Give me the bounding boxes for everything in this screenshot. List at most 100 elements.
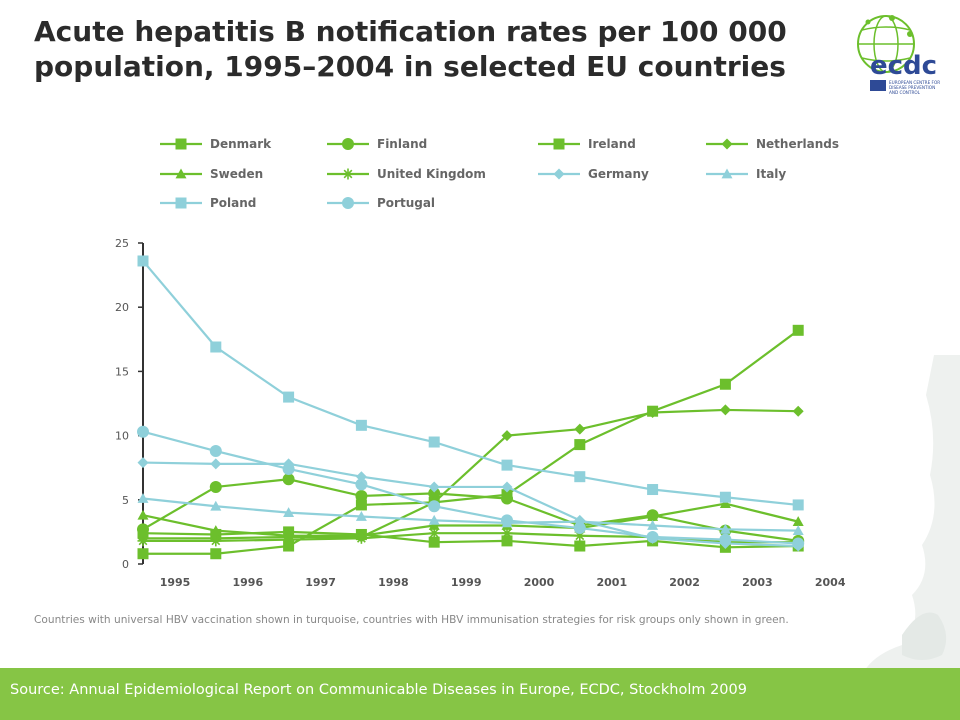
- data-point-poland: [647, 484, 659, 496]
- logo-subtext-3: AND CONTROL: [889, 90, 921, 95]
- footer-bar: Source: Annual Epidemiological Report on…: [0, 668, 960, 720]
- data-point-sweden: [647, 510, 659, 521]
- series-line-finland: [142, 478, 799, 542]
- data-point-ireland: [137, 548, 149, 560]
- legend-item-netherlands: Netherlands: [706, 137, 839, 151]
- x-tick-label: 1997: [305, 576, 336, 589]
- data-point-finland: [209, 480, 222, 493]
- logo-subtext-1: EUROPEAN CENTRE FOR: [889, 80, 940, 85]
- legend-item-denmark: Denmark: [160, 137, 272, 151]
- map-decoration: [862, 355, 960, 675]
- x-tick-label: 2003: [742, 576, 773, 589]
- series-line-netherlands: [143, 408, 799, 540]
- data-point-ireland: [719, 378, 731, 390]
- data-point-finland: [355, 489, 368, 502]
- x-axis: 1995 1996 1997 1998 1999 2000 2001 2002 2003 2004: [160, 576, 846, 589]
- data-point-sweden: [792, 516, 804, 527]
- data-point-denmark: [428, 536, 440, 548]
- data-point-finland: [282, 473, 295, 486]
- globe-icon: [857, 15, 915, 73]
- slide-title-line2: population, 1995–2004 in selected EU cou…: [34, 50, 786, 83]
- data-point-netherlands: [647, 406, 659, 418]
- data-point-ireland: [501, 489, 513, 501]
- data-point-netherlands: [574, 423, 586, 435]
- source-citation: Source: Annual Epidemiological Report on…: [10, 682, 747, 698]
- x-tick-label: 1999: [451, 576, 482, 589]
- data-point-poland: [792, 499, 804, 511]
- legend-marker-portugal: [342, 197, 354, 209]
- data-point-united-kingdom: [501, 527, 513, 539]
- y-tick-label: 5: [122, 494, 129, 507]
- data-point-germany: [501, 481, 513, 493]
- legend-item-portugal: Portugal: [327, 196, 435, 210]
- data-point-italy: [428, 514, 440, 525]
- data-point-sweden: [210, 525, 222, 536]
- legend-marker-ireland: [553, 138, 565, 150]
- data-point-united-kingdom: [137, 535, 149, 547]
- chart-note: Countries with universal HBV vaccination…: [34, 614, 789, 626]
- data-point-portugal: [501, 514, 513, 527]
- series-ireland: [137, 324, 804, 560]
- x-tick-label: 2000: [524, 576, 555, 589]
- y-tick-label: 15: [115, 365, 129, 378]
- legend-label: Finland: [377, 137, 427, 151]
- data-point-italy: [137, 493, 149, 503]
- data-point-united-kingdom: [283, 534, 295, 546]
- data-point-netherlands: [501, 430, 513, 442]
- legend-marker-finland: [342, 138, 354, 150]
- data-point-ireland: [355, 499, 367, 511]
- legend-label: United Kingdom: [377, 167, 486, 181]
- legend-label: Portugal: [377, 196, 435, 210]
- data-point-united-kingdom: [355, 532, 367, 544]
- data-point-portugal: [209, 445, 222, 458]
- data-point-germany: [428, 481, 440, 493]
- plot-series: [137, 255, 805, 560]
- legend-item-finland: Finland: [327, 137, 427, 151]
- data-point-netherlands: [792, 405, 804, 417]
- data-point-ireland: [574, 439, 586, 451]
- legend-marker-italy: [721, 168, 733, 179]
- data-point-italy: [355, 510, 367, 521]
- series-poland: [137, 255, 804, 511]
- data-point-portugal: [573, 522, 586, 535]
- legend-label: Italy: [756, 167, 786, 181]
- series-portugal: [137, 425, 805, 550]
- series-line-poland: [142, 260, 799, 507]
- legend-item-sweden: Sweden: [160, 167, 263, 181]
- legend-marker-sweden: [175, 168, 187, 179]
- data-point-poland: [355, 419, 367, 431]
- x-tick-label: 1998: [378, 576, 409, 589]
- data-point-italy: [719, 523, 731, 534]
- data-point-sweden: [719, 498, 731, 509]
- legend-marker-netherlands: [721, 138, 733, 150]
- data-point-denmark: [501, 535, 513, 547]
- data-point-poland: [574, 471, 586, 483]
- data-point-poland: [137, 255, 149, 267]
- data-point-portugal: [719, 533, 732, 546]
- data-point-poland: [210, 341, 222, 353]
- legend-item-united-kingdom: United Kingdom: [327, 167, 486, 181]
- data-point-portugal: [355, 478, 368, 491]
- slide-title: Acute hepatitis B notification rates per…: [34, 14, 834, 84]
- legend-label: Ireland: [588, 137, 636, 151]
- ecdc-logo: ecdc EUROPEAN CENTRE FOR DISEASE PREVENT…: [857, 15, 940, 95]
- series-line-italy: [142, 497, 799, 532]
- data-point-ireland: [283, 540, 295, 552]
- series-line-portugal: [142, 430, 799, 545]
- legend-label: Denmark: [210, 137, 272, 151]
- series-line-ireland: [143, 329, 799, 555]
- legend-item-italy: Italy: [706, 167, 786, 181]
- data-point-netherlands: [719, 404, 731, 416]
- legend-marker-united-kingdom: [342, 168, 354, 180]
- x-tick-label: 1995: [160, 576, 191, 589]
- series-line-united-kingdom: [143, 532, 799, 544]
- data-point-portugal: [792, 537, 805, 550]
- data-point-united-kingdom: [210, 535, 222, 547]
- eu-flag-icon: [870, 80, 886, 91]
- legend-marker-denmark: [175, 138, 187, 150]
- legend-marker-poland: [175, 197, 187, 209]
- legend-item-poland: Poland: [160, 196, 256, 210]
- y-tick-label: 0: [122, 558, 129, 571]
- y-tick-label: 20: [115, 301, 129, 314]
- data-point-italy: [647, 519, 659, 530]
